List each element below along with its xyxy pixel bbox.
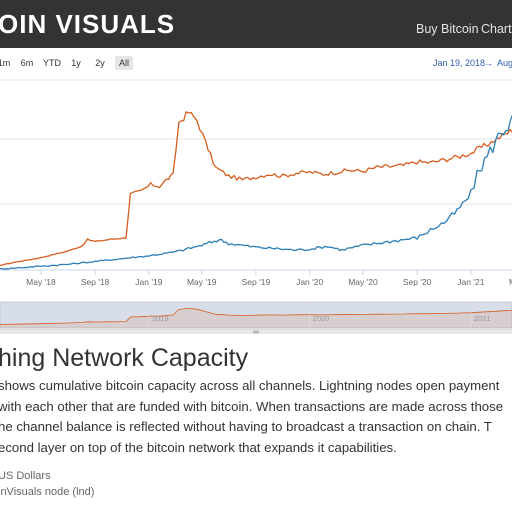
- capacity-chart[interactable]: May '18 Sep '18 Jan '19 May '19 Sep '19 Jan '…: [0, 74, 512, 336]
- range-button-1y[interactable]: 1y: [71, 58, 81, 68]
- navigator-year-label: 2020: [313, 314, 330, 323]
- navigator-series: [0, 307, 512, 325]
- range-button-all[interactable]: All: [115, 56, 133, 70]
- description-line: shows cumulative bitcoin capacity across…: [0, 378, 500, 393]
- x-tick-label: May '21: [509, 277, 512, 287]
- range-button-ytd[interactable]: YTD: [43, 58, 61, 68]
- top-navigation-bar: OIN VISUALS Buy Bitcoin Charts: [0, 0, 512, 48]
- unit-label: US Dollars: [0, 470, 51, 482]
- navigator: 2019 2020 2021: [0, 301, 512, 336]
- range-to-date[interactable]: Aug: [497, 58, 512, 68]
- site-logo[interactable]: OIN VISUALS: [0, 9, 176, 39]
- x-tick-label: Jan '20: [296, 277, 323, 287]
- capacity-line-orange: [0, 111, 512, 266]
- range-selector: 1m 6m YTD 1y 2y All Jan 19, 2018 → Aug: [0, 54, 512, 72]
- x-tick-label: Sep '18: [81, 277, 110, 287]
- plot-area: [0, 111, 512, 270]
- description-line: he channel balance is reflected without …: [0, 419, 492, 434]
- x-tick-label: Sep '20: [403, 277, 432, 287]
- navigator-scrollbar-handle[interactable]: [0, 328, 512, 336]
- range-arrow: →: [484, 58, 493, 68]
- range-button-2y[interactable]: 2y: [95, 58, 105, 68]
- range-button-6m[interactable]: 6m: [20, 58, 34, 68]
- x-tick-label: Sep '19: [242, 277, 271, 287]
- description: shows cumulative bitcoin capacity across…: [0, 376, 512, 458]
- source-label: inVisuals node (lnd): [0, 486, 95, 498]
- description-line: with each other that are funded with bit…: [0, 398, 504, 414]
- nav-link-buy-bitcoin[interactable]: Buy Bitcoin: [416, 22, 479, 36]
- navigator-year-label: 2021: [474, 314, 491, 323]
- nav-link-charts[interactable]: Charts: [481, 22, 512, 36]
- x-tick-label: Jan '21: [457, 277, 484, 287]
- gridlines: [0, 79, 512, 271]
- x-axis: May '18 Sep '18 Jan '19 May '19 Sep '19 Jan '…: [26, 270, 512, 287]
- page-title: hing Network Capacity: [0, 344, 249, 372]
- description-line: econd layer on top of the bitcoin networ…: [0, 439, 397, 455]
- x-tick-label: May '20: [348, 277, 378, 287]
- capacity-line-blue: [0, 114, 512, 270]
- range-from-date[interactable]: Jan 19, 2018: [433, 58, 486, 68]
- navigator-area: [0, 308, 512, 328]
- x-tick-label: May '19: [187, 277, 217, 287]
- x-tick-label: Jan '19: [135, 277, 162, 287]
- range-button-1m[interactable]: 1m: [0, 58, 11, 68]
- navigator-year-label: 2019: [152, 314, 169, 323]
- chart-metadata: US Dollars inVisuals node (lnd): [0, 468, 94, 500]
- x-tick-label: May '18: [26, 277, 56, 287]
